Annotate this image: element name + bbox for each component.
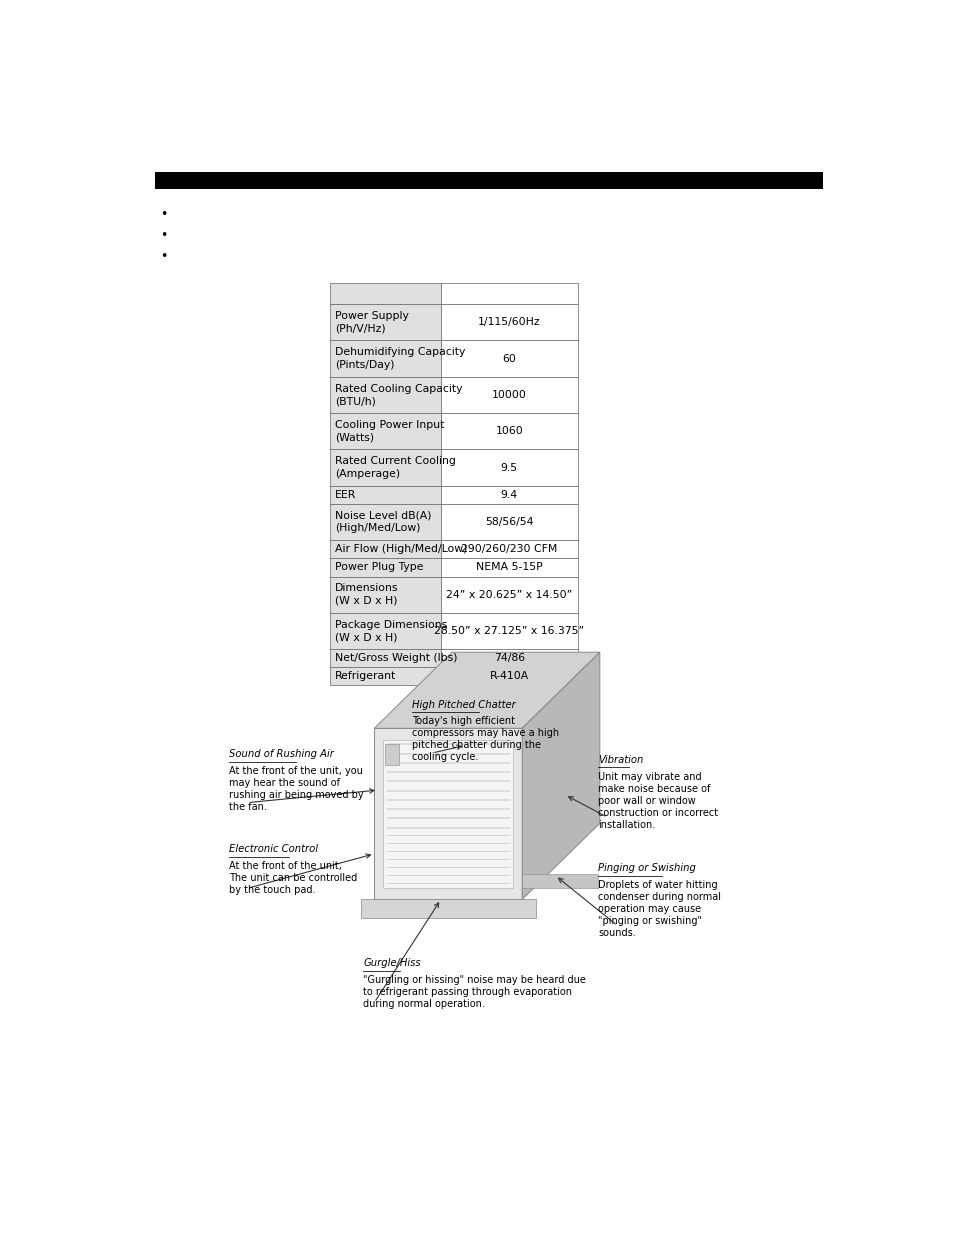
Text: Refrigerant: Refrigerant — [335, 672, 396, 682]
Text: Pinging or Swishing: Pinging or Swishing — [598, 863, 696, 873]
Text: Air Flow (High/Med/Low): Air Flow (High/Med/Low) — [335, 545, 467, 555]
Bar — [330, 667, 440, 685]
Bar — [440, 414, 577, 450]
Bar — [440, 504, 577, 540]
Text: Noise Level dB(A)
(High/Med/Low): Noise Level dB(A) (High/Med/Low) — [335, 511, 431, 534]
Bar — [440, 377, 577, 414]
Bar — [440, 485, 577, 504]
Text: At the front of the unit, you
may hear the sound of
rushing air being moved by
t: At the front of the unit, you may hear t… — [229, 766, 363, 811]
Bar — [440, 341, 577, 377]
Polygon shape — [383, 740, 513, 888]
Text: 290/260/230 CFM: 290/260/230 CFM — [460, 545, 557, 555]
Bar — [330, 341, 440, 377]
Bar — [330, 414, 440, 450]
Text: Net/Gross Weight (lbs): Net/Gross Weight (lbs) — [335, 653, 457, 663]
Bar — [440, 613, 577, 650]
Text: Sound of Rushing Air: Sound of Rushing Air — [229, 750, 334, 760]
Bar — [154, 172, 822, 189]
Bar — [330, 485, 440, 504]
Text: •: • — [160, 209, 167, 221]
Text: EER: EER — [335, 490, 356, 500]
Text: NEMA 5-15P: NEMA 5-15P — [476, 562, 542, 573]
Text: R-410A: R-410A — [489, 672, 528, 682]
Text: •: • — [160, 230, 167, 242]
Text: "Gurgling or hissing" noise may be heard due
to refrigerant passing through evap: "Gurgling or hissing" noise may be heard… — [363, 976, 585, 1009]
Text: 74/86: 74/86 — [493, 653, 524, 663]
Bar — [330, 650, 440, 667]
Text: Dimensions
(W x D x H): Dimensions (W x D x H) — [335, 583, 398, 606]
Text: Electronic Control: Electronic Control — [229, 845, 317, 855]
Bar — [440, 450, 577, 485]
Text: At the front of the unit,
The unit can be controlled
by the touch pad.: At the front of the unit, The unit can b… — [229, 861, 356, 895]
Text: Droplets of water hitting
condenser during normal
operation may cause
"pinging o: Droplets of water hitting condenser duri… — [598, 881, 720, 939]
Text: Today's high efficient
compressors may have a high
pitched chatter during the
co: Today's high efficient compressors may h… — [412, 716, 558, 762]
Bar — [440, 667, 577, 685]
Text: Gurgle/Hiss: Gurgle/Hiss — [363, 958, 420, 968]
Bar — [330, 304, 440, 341]
Text: Rated Cooling Capacity
(BTU/h): Rated Cooling Capacity (BTU/h) — [335, 384, 462, 406]
Text: 1/115/60Hz: 1/115/60Hz — [477, 317, 540, 327]
Text: Power Plug Type: Power Plug Type — [335, 562, 423, 573]
Text: 28.50” x 27.125” x 16.375”: 28.50” x 27.125” x 16.375” — [434, 626, 583, 636]
Text: High Pitched Chatter: High Pitched Chatter — [412, 700, 516, 710]
Text: 9.5: 9.5 — [500, 463, 517, 473]
Bar — [440, 650, 577, 667]
Bar — [440, 304, 577, 341]
Bar — [330, 558, 440, 577]
Bar — [330, 613, 440, 650]
Bar — [330, 450, 440, 485]
Text: 60: 60 — [502, 353, 516, 363]
Polygon shape — [374, 652, 599, 729]
Text: Package Dimensions
(W x D x H): Package Dimensions (W x D x H) — [335, 620, 447, 642]
Bar — [385, 745, 398, 766]
Text: 9.4: 9.4 — [500, 490, 517, 500]
Text: Power Supply
(Ph/V/Hz): Power Supply (Ph/V/Hz) — [335, 311, 409, 333]
Bar — [330, 377, 440, 414]
Bar — [330, 577, 440, 613]
Polygon shape — [521, 652, 599, 899]
Text: •: • — [160, 251, 167, 263]
Text: Dehumidifying Capacity
(Pints/Day): Dehumidifying Capacity (Pints/Day) — [335, 347, 465, 369]
Bar — [440, 540, 577, 558]
Bar — [440, 577, 577, 613]
Text: Vibration: Vibration — [598, 755, 643, 764]
Text: 24” x 20.625” x 14.50”: 24” x 20.625” x 14.50” — [446, 589, 572, 600]
Text: 58/56/54: 58/56/54 — [484, 517, 533, 527]
Bar — [440, 283, 577, 304]
Bar — [521, 874, 598, 888]
Text: Unit may vibrate and
make noise because of
poor wall or window
construction or i: Unit may vibrate and make noise because … — [598, 772, 718, 830]
Bar — [330, 540, 440, 558]
Bar — [440, 558, 577, 577]
Polygon shape — [374, 729, 521, 899]
Text: Rated Current Cooling
(Amperage): Rated Current Cooling (Amperage) — [335, 457, 456, 479]
Text: 10000: 10000 — [492, 390, 526, 400]
Bar — [360, 899, 535, 919]
Bar — [330, 504, 440, 540]
Bar — [330, 283, 440, 304]
Text: 1060: 1060 — [495, 426, 522, 436]
Text: Cooling Power Input
(Watts): Cooling Power Input (Watts) — [335, 420, 444, 442]
